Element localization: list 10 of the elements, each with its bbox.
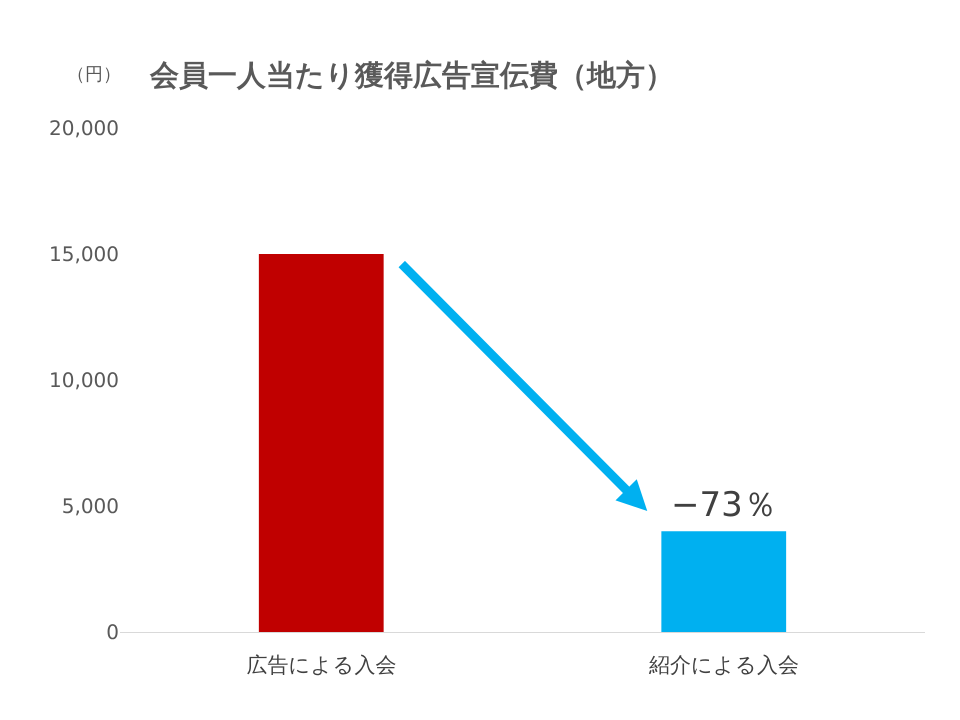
chart-title: 会員一人当たり獲得広告宣伝費（地方） — [149, 58, 674, 92]
y-tick-label: 5,000 — [62, 494, 119, 518]
y-tick-label: 15,000 — [49, 242, 119, 266]
y-tick-label: 10,000 — [49, 368, 119, 392]
y-tick-label: 0 — [106, 620, 119, 644]
y-axis-title: （円） — [67, 64, 121, 85]
y-tick-label: 20,000 — [49, 116, 119, 140]
annotation: −73％ — [671, 485, 777, 525]
x-tick-label: 紹介による入会 — [648, 653, 799, 678]
x-tick-label: 広告による入会 — [246, 653, 396, 678]
